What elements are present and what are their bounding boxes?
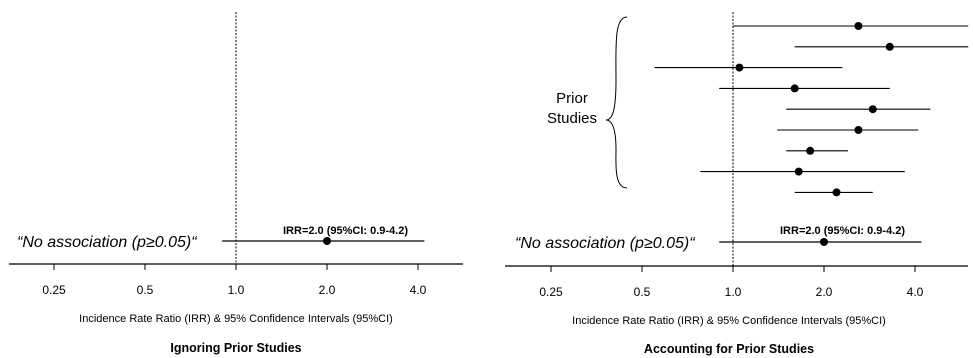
x-axis-title: Incidence Rate Ratio (IRR) & 95% Confide… xyxy=(79,313,393,325)
panel-title: Ignoring Prior Studies xyxy=(170,341,301,355)
x-tick-label: 0.5 xyxy=(137,283,154,297)
prior-studies-label: Studies xyxy=(547,110,597,127)
x-tick-label: 0.25 xyxy=(42,283,66,297)
prior-studies-brace xyxy=(605,16,628,189)
x-tick-label: 2.0 xyxy=(816,285,833,299)
prior-study-point xyxy=(854,22,863,30)
prior-study-point xyxy=(735,63,744,72)
no-association-annotation: “No association (p≥0.05)“ xyxy=(515,235,696,252)
main-estimate-point xyxy=(323,237,331,245)
main-estimate-point xyxy=(820,238,828,246)
x-tick-label: 1.0 xyxy=(725,285,742,299)
estimate-label: IRR=2.0 (95%CI: 0.9-4.2) xyxy=(780,225,905,237)
x-tick-label: 0.25 xyxy=(539,285,563,299)
prior-study-point xyxy=(806,146,815,155)
prior-studies-label: Prior xyxy=(556,90,588,107)
prior-study-point xyxy=(854,126,863,134)
panel-title: Accounting for Prior Studies xyxy=(644,342,814,356)
x-tick-label: 0.5 xyxy=(634,285,651,299)
prior-study-point xyxy=(790,84,799,93)
x-tick-label: 4.0 xyxy=(410,283,427,297)
prior-study-point xyxy=(868,105,877,114)
x-axis-title: Incidence Rate Ratio (IRR) & 95% Confide… xyxy=(572,315,886,327)
prior-study-point xyxy=(794,167,803,176)
x-tick-label: 4.0 xyxy=(907,285,924,299)
x-tick-label: 1.0 xyxy=(228,283,245,297)
prior-study-point xyxy=(885,42,894,51)
prior-study-point xyxy=(832,188,841,197)
estimate-label: IRR=2.0 (95%CI: 0.9-4.2) xyxy=(283,225,408,237)
no-association-annotation: “No association (p≥0.05)“ xyxy=(17,234,198,251)
x-tick-label: 2.0 xyxy=(319,283,336,297)
